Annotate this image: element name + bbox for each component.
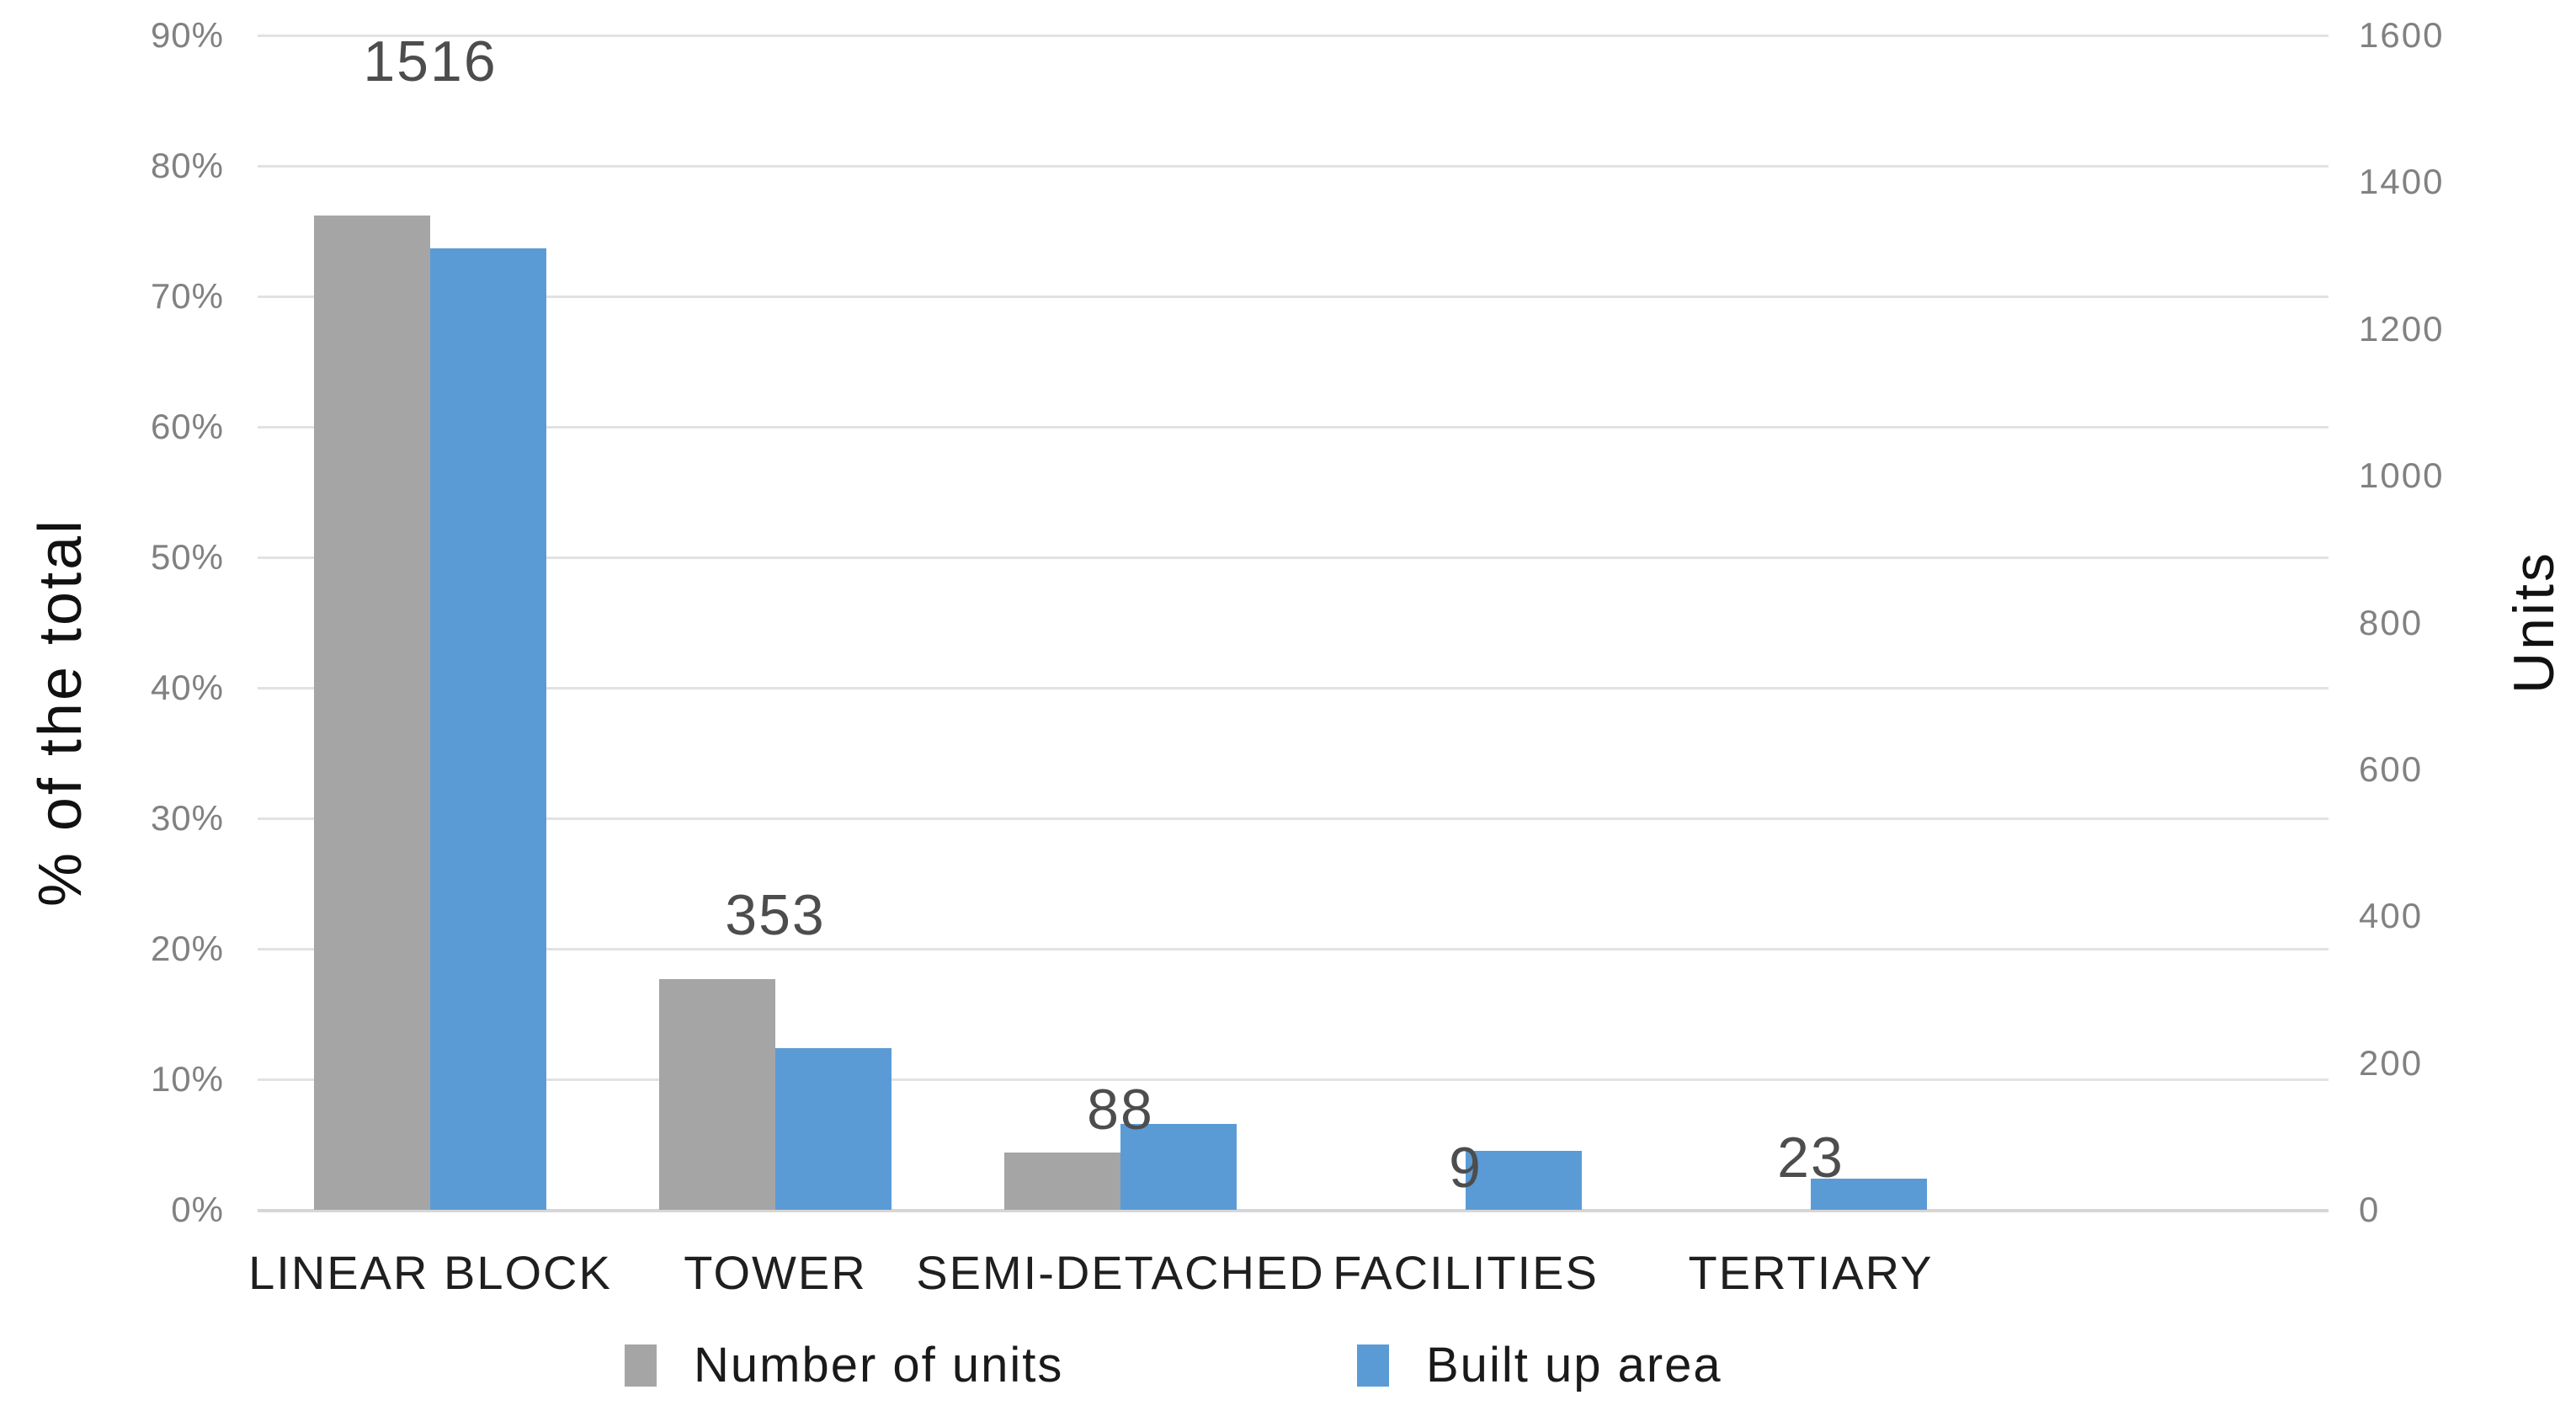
left-tick-label: 30% xyxy=(150,798,224,838)
right-tick-label: 400 xyxy=(2359,896,2424,936)
gridline xyxy=(258,948,2329,950)
bar-built-up-area-semi-detached xyxy=(1120,1124,1237,1210)
category-label-tertiary: TERTIARY xyxy=(1688,1246,1934,1299)
x-axis-line xyxy=(258,1209,2329,1212)
left-tick-label: 70% xyxy=(150,276,224,316)
bar-number-of-units-semi-detached xyxy=(1004,1153,1120,1210)
right-axis-title: Units xyxy=(2502,551,2566,694)
right-tick-label: 800 xyxy=(2359,602,2424,642)
bar-built-up-area-facilities xyxy=(1466,1151,1582,1210)
legend-item-number-of-units: Number of units xyxy=(625,1338,1064,1392)
left-tick-label: 0% xyxy=(171,1190,224,1229)
legend-label-built-up-area: Built up area xyxy=(1426,1338,1722,1392)
gridline xyxy=(258,426,2329,429)
gridline xyxy=(258,1078,2329,1081)
gridline xyxy=(258,35,2329,37)
legend-item-built-up-area: Built up area xyxy=(1357,1338,1722,1392)
category-label-semi-detached: SEMI-DETACHED xyxy=(916,1246,1325,1299)
left-tick-label: 80% xyxy=(150,146,224,185)
right-tick-label: 1000 xyxy=(2359,455,2445,496)
data-label-linear-block: 1516 xyxy=(363,29,498,94)
legend: Number of units Built up area xyxy=(0,1338,2576,1392)
bar-built-up-area-tertiary xyxy=(1811,1179,1927,1210)
bar-number-of-units-linear-block xyxy=(314,216,430,1210)
bar-built-up-area-linear-block xyxy=(430,248,546,1210)
gridline xyxy=(258,296,2329,298)
gridline xyxy=(258,817,2329,820)
data-label-tower: 353 xyxy=(725,883,826,948)
data-label-semi-detached: 88 xyxy=(1087,1078,1154,1142)
left-tick-label: 20% xyxy=(150,929,224,968)
legend-label-number-of-units: Number of units xyxy=(694,1338,1064,1392)
category-label-tower: TOWER xyxy=(684,1246,867,1299)
bar-number-of-units-tower xyxy=(659,979,775,1210)
left-tick-label: 40% xyxy=(150,668,224,707)
right-tick-label: 200 xyxy=(2359,1042,2424,1083)
left-tick-label: 90% xyxy=(150,15,224,55)
data-label-tertiary: 23 xyxy=(1777,1125,1844,1190)
gridline xyxy=(258,687,2329,690)
category-label-linear-block: LINEAR BLOCK xyxy=(248,1246,612,1299)
data-label-facilities: 9 xyxy=(1449,1136,1482,1201)
legend-swatch-number-of-units xyxy=(625,1344,657,1387)
right-tick-label: 0 xyxy=(2359,1190,2381,1229)
bar-built-up-area-tower xyxy=(775,1048,891,1210)
right-tick-label: 1600 xyxy=(2359,15,2445,55)
right-tick-label: 1400 xyxy=(2359,162,2445,202)
left-tick-label: 60% xyxy=(150,407,224,446)
left-tick-label: 50% xyxy=(150,537,224,577)
right-tick-label: 600 xyxy=(2359,748,2424,789)
gridline xyxy=(258,165,2329,168)
legend-swatch-built-up-area xyxy=(1357,1344,1389,1387)
right-tick-label: 1200 xyxy=(2359,308,2445,349)
category-label-facilities: FACILITIES xyxy=(1333,1246,1599,1299)
left-tick-label: 10% xyxy=(150,1059,224,1099)
gridline xyxy=(258,556,2329,559)
